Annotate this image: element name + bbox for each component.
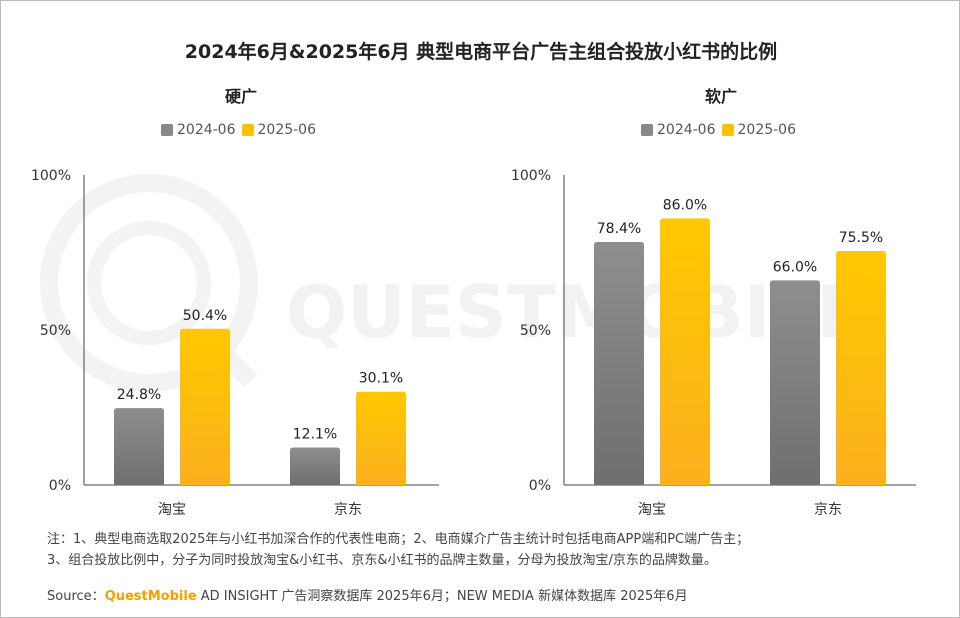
- y-tick-label: 50%: [40, 323, 71, 339]
- data-label: 66.0%: [773, 259, 817, 275]
- data-label: 75.5%: [839, 230, 883, 246]
- x-tick-label: 京东: [814, 502, 842, 518]
- bar-淘宝-2024: [114, 408, 164, 485]
- legend-hard-ads: 2024-06 2025-06: [161, 120, 322, 140]
- y-tick-label: 100%: [511, 168, 551, 184]
- data-label: 50.4%: [183, 308, 227, 324]
- bar-淘宝-2025: [660, 218, 710, 485]
- legend-soft-ads: 2024-06 2025-06: [641, 120, 802, 140]
- y-tick-label: 0%: [49, 478, 71, 494]
- y-tick-label: 100%: [31, 168, 71, 184]
- legend-swatch-2024: [641, 124, 653, 136]
- x-tick-label: 京东: [334, 502, 362, 518]
- panel-title-hard-ads: 硬广: [224, 87, 257, 106]
- legend-item-2025: 2025-06: [241, 122, 317, 138]
- data-label: 30.1%: [359, 371, 403, 387]
- bar-京东-2025: [356, 391, 406, 485]
- legend-swatch-2025: [721, 124, 734, 136]
- legend-label-2025: 2025-06: [257, 122, 317, 138]
- bar-淘宝-2025: [180, 328, 230, 485]
- legend-label-2024: 2024-06: [657, 122, 716, 138]
- bar-淘宝-2024: [594, 241, 644, 485]
- bar-京东-2025: [836, 250, 886, 485]
- y-tick-label: 50%: [520, 323, 551, 339]
- source-prefix: Source：: [47, 589, 105, 604]
- legend-swatch-2025: [241, 124, 254, 136]
- source-text: AD INSIGHT 广告洞察数据库 2025年6月；NEW MEDIA 新媒体…: [196, 589, 688, 604]
- footnote-line-2: 3、组合投放比例中，分子为同时投放淘宝&小红书、京东&小红书的品牌主数量，分母为…: [47, 553, 717, 568]
- legend-item-2025: 2025-06: [721, 122, 797, 138]
- chart-title: 2024年6月&2025年6月 典型电商平台广告主组合投放小红书的比例: [184, 41, 778, 63]
- panel-title-soft-ads: 软广: [704, 87, 737, 106]
- data-label: 12.1%: [293, 426, 337, 442]
- source-line: Source：QuestMobile AD INSIGHT 广告洞察数据库 20…: [47, 585, 688, 604]
- data-label: 78.4%: [597, 221, 641, 237]
- data-label: 24.8%: [117, 387, 161, 403]
- y-tick-label: 0%: [529, 478, 551, 494]
- data-label: 86.0%: [663, 197, 707, 213]
- legend-item-2024: 2024-06: [161, 122, 236, 138]
- bar-京东-2024: [290, 447, 340, 485]
- legend-swatch-2024: [161, 124, 173, 136]
- legend-item-2024: 2024-06: [641, 122, 716, 138]
- source-brand: QuestMobile: [104, 589, 197, 604]
- legend-label-2025: 2025-06: [737, 122, 797, 138]
- x-tick-label: 淘宝: [638, 502, 666, 518]
- x-tick-label: 淘宝: [158, 502, 186, 518]
- bar-京东-2024: [770, 280, 820, 485]
- legend-label-2024: 2024-06: [177, 122, 236, 138]
- footnotes: 注：1、典型电商选取2025年与小红书加深合作的代表性电商；2、电商媒介广告主统…: [47, 529, 927, 571]
- footnote-line-1: 注：1、典型电商选取2025年与小红书加深合作的代表性电商；2、电商媒介广告主统…: [47, 532, 750, 547]
